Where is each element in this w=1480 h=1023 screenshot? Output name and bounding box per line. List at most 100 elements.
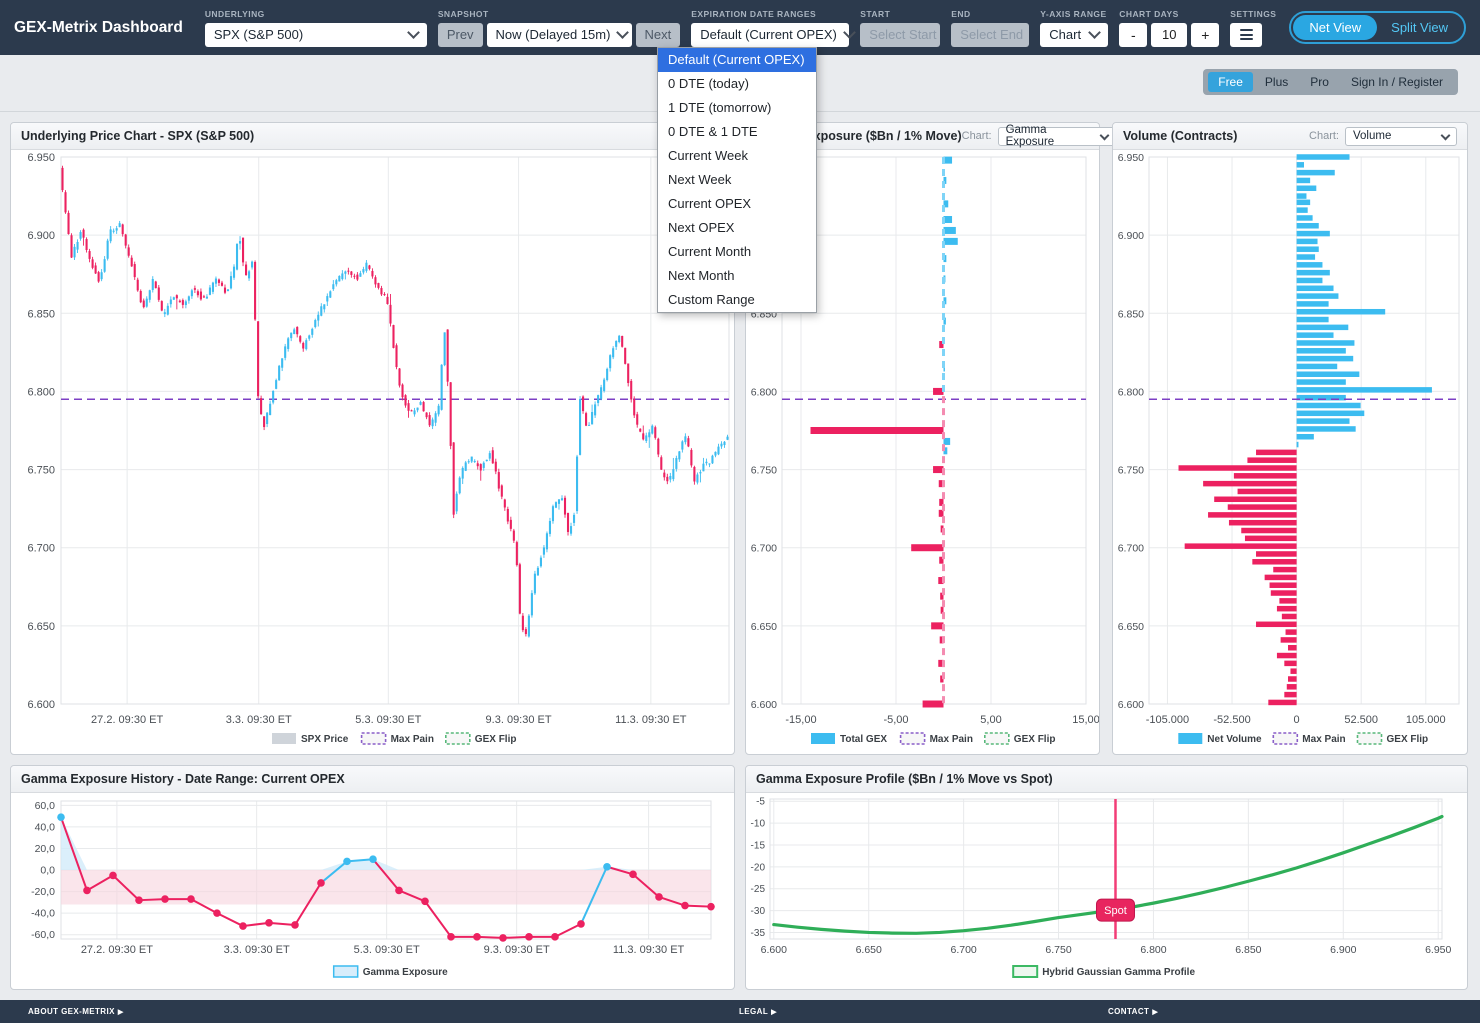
svg-text:9.3. 09:30 ET: 9.3. 09:30 ET <box>486 714 552 726</box>
dropdown-option[interactable]: Custom Range <box>668 292 755 307</box>
svg-text:6.750: 6.750 <box>751 465 777 477</box>
snapshot-next-button[interactable]: Next <box>635 22 681 47</box>
svg-text:6.850: 6.850 <box>1235 944 1261 956</box>
svg-text:6.850: 6.850 <box>27 308 55 320</box>
svg-text:-35: -35 <box>751 928 766 939</box>
start-date-control: START Select Start <box>860 8 941 47</box>
gex-chart-select[interactable]: Gamma Exposure <box>997 124 1116 148</box>
yaxis-select[interactable]: Chart <box>1040 22 1109 47</box>
svg-text:0,0: 0,0 <box>40 865 55 877</box>
expiration-value: Default (Current OPEX) <box>700 27 837 42</box>
gex-chart-select-label: Chart: <box>961 130 992 142</box>
yaxis-value: Chart <box>1049 27 1082 42</box>
svg-text:6.700: 6.700 <box>1118 543 1144 555</box>
footer-legal-link[interactable]: LEGAL ▶ <box>739 1007 777 1016</box>
svg-text:20,0: 20,0 <box>35 843 56 855</box>
chart-days-minus-button[interactable]: - <box>1119 22 1148 47</box>
volume-chart-select[interactable]: Volume <box>1345 126 1457 146</box>
snapshot-value: Now (Delayed 15m) <box>495 27 611 42</box>
footer-about-text: ABOUT GEX-METRIX <box>28 1007 115 1016</box>
footer-contact-link[interactable]: CONTACT ▶ <box>1108 1007 1158 1016</box>
plan-pro[interactable]: Pro <box>1310 75 1329 89</box>
plan-free[interactable]: Free <box>1208 72 1253 92</box>
svg-text:-60,0: -60,0 <box>31 929 55 941</box>
price-panel-header: Underlying Price Chart - SPX (S&P 500) <box>11 123 734 150</box>
volume-chart-select-value: Volume <box>1353 130 1392 142</box>
chart-days-value: 10 <box>1151 22 1188 47</box>
svg-text:6.750: 6.750 <box>1118 465 1144 477</box>
svg-text:GEX Flip: GEX Flip <box>475 734 517 745</box>
dropdown-option[interactable]: 0 DTE & 1 DTE <box>668 124 758 139</box>
svg-text:-5,00: -5,00 <box>883 714 908 726</box>
svg-text:9.3. 09:30 ET: 9.3. 09:30 ET <box>484 944 550 956</box>
svg-text:6.700: 6.700 <box>751 543 777 555</box>
snapshot-select[interactable]: Now (Delayed 15m) <box>486 22 632 47</box>
svg-text:-105.000: -105.000 <box>1146 714 1189 726</box>
expiration-select[interactable]: Default (Current OPEX) <box>691 22 856 47</box>
yaxis-range-control: Y-AXIS RANGE Chart <box>1040 9 1109 47</box>
snapshot-label: SNAPSHOT <box>437 8 489 19</box>
svg-text:-52.500: -52.500 <box>1213 714 1250 726</box>
profile-panel-header: Gamma Exposure Profile ($Bn / 1% Move vs… <box>746 766 1467 793</box>
dropdown-option[interactable]: Next Month <box>668 268 735 283</box>
dropdown-option[interactable]: Current Month <box>668 244 752 259</box>
footer-about-link[interactable]: ABOUT GEX-METRIX ▶ <box>28 1007 124 1016</box>
underlying-control: UNDERLYING SPX (S&P 500) <box>204 9 427 47</box>
expiration-dropdown-menu: Default (Current OPEX) 0 DTE (today) 1 DTE… <box>657 47 817 313</box>
plan-sign-in-register[interactable]: Sign In / Register <box>1350 75 1443 89</box>
svg-text:11.3. 09:30 ET: 11.3. 09:30 ET <box>613 944 685 956</box>
svg-text:27.2. 09:30 ET: 27.2. 09:30 ET <box>91 714 163 726</box>
svg-text:-15: -15 <box>751 840 766 851</box>
settings-label: SETTINGS <box>1230 8 1277 19</box>
chevron-down-icon <box>1440 130 1451 140</box>
svg-text:5.3. 09:30 ET: 5.3. 09:30 ET <box>355 714 421 726</box>
net-view-button[interactable]: Net View <box>1293 15 1378 40</box>
svg-text:GEX Flip: GEX Flip <box>1387 734 1429 745</box>
svg-text:6.600: 6.600 <box>761 944 787 956</box>
svg-text:-20,0: -20,0 <box>31 886 55 898</box>
snapshot-control: SNAPSHOT Prev Now (Delayed 15m) Next <box>437 8 681 47</box>
dropdown-option[interactable]: Current OPEX <box>668 196 752 211</box>
svg-text:6.950: 6.950 <box>27 152 55 164</box>
select-start-button[interactable]: Select Start <box>860 22 941 47</box>
start-label: START <box>860 8 891 19</box>
dropdown-option[interactable]: Next OPEX <box>668 220 735 235</box>
footer-legal-text: LEGAL <box>739 1007 769 1016</box>
svg-text:6.600: 6.600 <box>751 699 777 711</box>
svg-text:6.650: 6.650 <box>1118 621 1144 633</box>
volume-chart-select-label: Chart: <box>1309 130 1339 142</box>
chart-days-label: CHART DAYS <box>1119 8 1179 19</box>
settings-button[interactable] <box>1230 22 1263 47</box>
snapshot-prev-button[interactable]: Prev <box>437 22 483 47</box>
gamma-exposure-panel: Gamma Exposure ($Bn / 1% Move) Chart: Ga… <box>745 122 1116 755</box>
split-view-button[interactable]: Split View <box>1391 20 1448 35</box>
price-chart: 27.2. 09:30 ET 3.3. 09:30 ET 5.3. 09:30 ET… <box>27 152 730 745</box>
dropdown-option[interactable]: 0 DTE (today) <box>668 76 749 91</box>
dropdown-option[interactable]: Next Week <box>668 172 732 187</box>
chart-days-plus-button[interactable]: + <box>1191 22 1220 47</box>
dropdown-option[interactable]: 1 DTE (tomorrow) <box>668 100 772 115</box>
svg-text:6.800: 6.800 <box>1118 386 1144 398</box>
gamma-profile-chart: 6.600 6.650 6.700 6.750 6.800 6.850 6.900 6.950… <box>751 797 1451 978</box>
end-label: END <box>951 8 971 19</box>
gex-chart-select-value: Gamma Exposure <box>1005 124 1055 148</box>
svg-text:6.750: 6.750 <box>1045 944 1071 956</box>
svg-text:6.600: 6.600 <box>1118 699 1144 711</box>
svg-text:40,0: 40,0 <box>35 821 56 833</box>
gamma-history-panel: Gamma Exposure History - Date Range: Cur… <box>10 765 735 990</box>
profile-panel-title: Gamma Exposure Profile ($Bn / 1% Move vs… <box>756 772 1053 786</box>
settings-control: SETTINGS <box>1230 9 1276 47</box>
view-toggle: Net View Split View <box>1289 11 1466 44</box>
dropdown-option[interactable]: Default (Current OPEX) <box>658 48 816 72</box>
history-panel-title: Gamma Exposure History - Date Range: Cur… <box>21 772 345 786</box>
select-end-button[interactable]: Select End <box>951 22 1030 47</box>
underlying-select[interactable]: SPX (S&P 500) <box>204 22 427 47</box>
svg-text:-5: -5 <box>756 797 765 808</box>
dropdown-option[interactable]: Current Week <box>668 148 748 163</box>
svg-text:60,0: 60,0 <box>35 800 56 812</box>
svg-text:6.900: 6.900 <box>27 230 55 242</box>
chevron-down-icon <box>406 26 420 39</box>
plan-plus[interactable]: Plus <box>1264 75 1289 89</box>
svg-text:6.650: 6.650 <box>27 621 55 633</box>
